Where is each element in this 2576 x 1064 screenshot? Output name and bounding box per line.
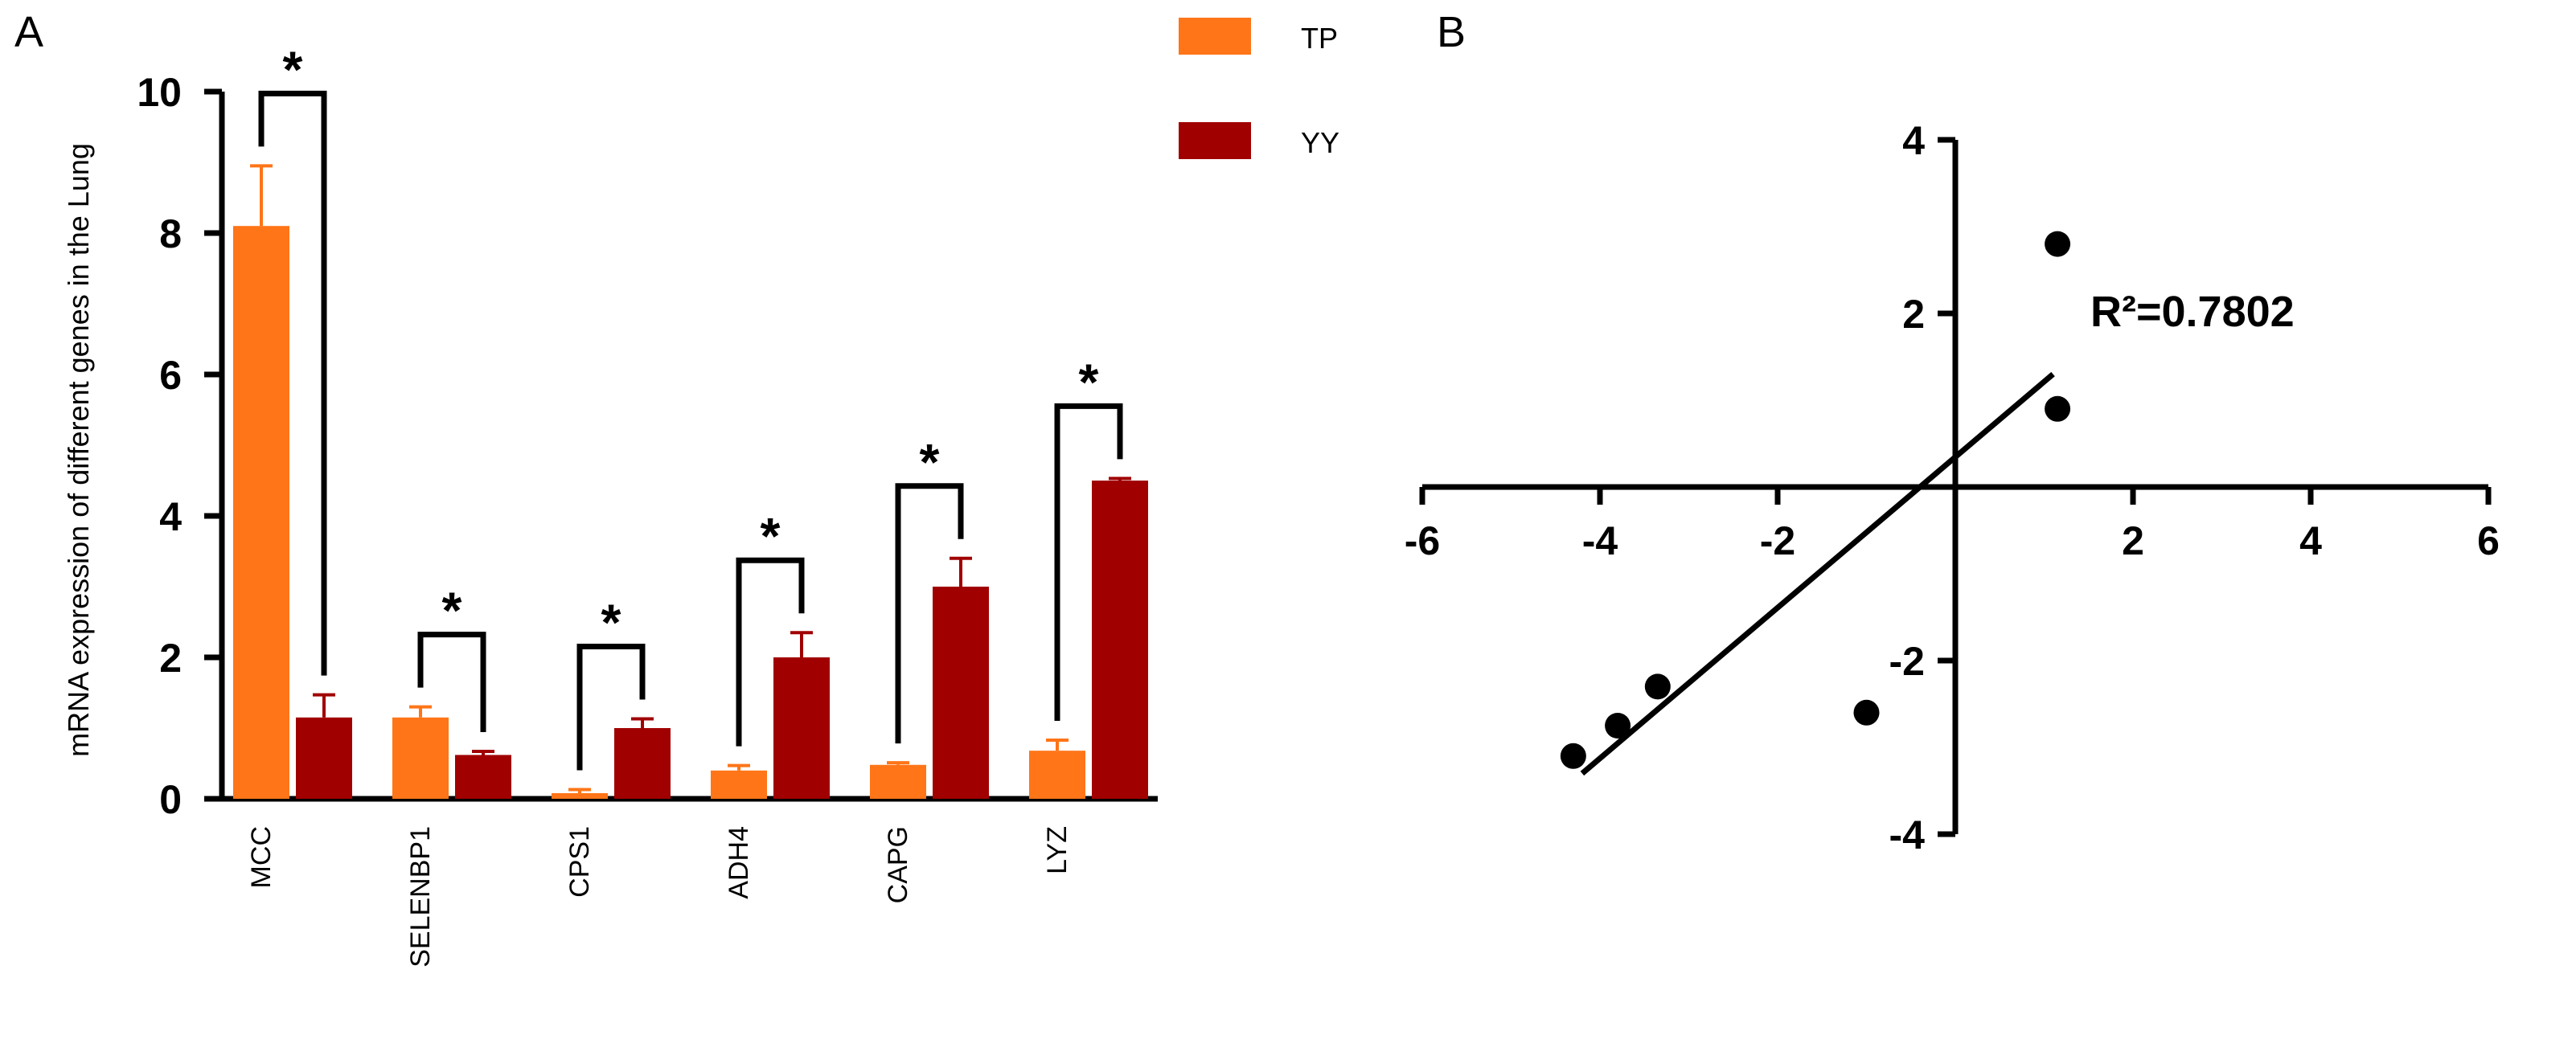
regression-line xyxy=(1580,371,2055,776)
error-bar-yy-capg xyxy=(950,556,972,587)
scatter-x-tick-label: -6 xyxy=(1405,518,1440,563)
error-bar-yy-lyz xyxy=(1109,477,1131,481)
bar-yy-lyz xyxy=(1092,481,1148,799)
bar-tp-lyz xyxy=(1029,751,1085,799)
scatter-y-tick-label: -2 xyxy=(1889,639,1925,684)
bar-yy-capg xyxy=(933,587,989,799)
scatter-point-6 xyxy=(2045,395,2071,422)
significance-bracket-capg xyxy=(895,483,964,744)
error-bar-tp-selenbp1 xyxy=(409,705,432,718)
error-bar-yy-selenbp1 xyxy=(472,750,494,755)
error-bar-tp-mcc xyxy=(250,164,273,227)
error-bar-tp-adh4 xyxy=(728,763,750,771)
bar-tp-capg xyxy=(870,764,926,799)
scatter-point-2 xyxy=(1605,713,1631,739)
error-bar-tp-lyz xyxy=(1046,738,1069,751)
scatter-y-tick-label: 2 xyxy=(1902,292,1925,337)
error-bar-tp-cps1 xyxy=(568,788,591,793)
scatter-y-tick-label: -4 xyxy=(1889,812,1926,857)
significance-star-capg: * xyxy=(920,433,940,491)
y-tick-label: 8 xyxy=(159,211,182,256)
y-tick-label: 0 xyxy=(159,777,182,822)
error-bar-tp-capg xyxy=(887,761,909,765)
y-tick-label: 10 xyxy=(137,70,182,115)
significance-bracket-selenbp1 xyxy=(417,632,486,733)
y-axis-label: mRNA expression of different genes in th… xyxy=(62,143,95,757)
legend-swatch-tp xyxy=(1179,18,1251,55)
significance-bracket-adh4 xyxy=(736,557,805,747)
category-label-cps1: CPS1 xyxy=(564,826,595,898)
significance-star-lyz: * xyxy=(1079,353,1099,411)
bar-tp-mcc xyxy=(233,226,289,799)
r-squared-annotation: R²=0.7802 xyxy=(2090,288,2295,336)
category-label-adh4: ADH4 xyxy=(724,826,754,899)
scatter-point-1 xyxy=(1560,743,1586,769)
scatter-x-tick-label: 2 xyxy=(2122,518,2144,563)
significance-star-adh4: * xyxy=(761,507,781,565)
scatter-chart: -6 -4 -2 2 4 6 4 2 -2 -4 R²=0.7802 xyxy=(1405,118,2500,857)
panel-label-b: B xyxy=(1437,8,1466,56)
category-label-mcc: MCC xyxy=(246,826,277,888)
category-label-selenbp1: SELENBP1 xyxy=(405,826,436,968)
significance-star-selenbp1: * xyxy=(442,582,462,640)
y-tick-label: 6 xyxy=(159,353,182,398)
legend: TP YY xyxy=(1179,18,1339,159)
bar-yy-mcc xyxy=(296,717,352,799)
panel-label-a: A xyxy=(14,8,43,56)
significance-brackets: * * * * * * xyxy=(258,40,1123,771)
significance-bracket-cps1 xyxy=(576,644,646,771)
scatter-y-tick-label: 4 xyxy=(1902,118,1925,163)
error-bar-yy-mcc xyxy=(313,693,335,718)
bar-yy-selenbp1 xyxy=(455,755,511,799)
scatter-x-tick-label: 6 xyxy=(2477,518,2500,563)
bar-tp-adh4 xyxy=(711,770,767,799)
bar-yy-cps1 xyxy=(614,728,671,799)
category-labels: MCC SELENBP1 CPS1 ADH4 CAPG LYZ xyxy=(246,826,1073,968)
scatter-point-5 xyxy=(2045,231,2071,257)
bar-yy-adh4 xyxy=(773,657,830,799)
legend-label-yy: YY xyxy=(1301,126,1339,159)
bar-tp-selenbp1 xyxy=(392,717,449,799)
scatter-point-3 xyxy=(1644,673,1671,700)
scatter-points xyxy=(1560,231,2071,769)
y-tick-label: 4 xyxy=(159,494,182,539)
y-tick-label: 2 xyxy=(159,636,182,681)
error-bar-yy-cps1 xyxy=(631,717,654,728)
scatter-x-tick-label: 4 xyxy=(2299,518,2322,563)
legend-label-tp: TP xyxy=(1301,22,1338,55)
category-label-capg: CAPG xyxy=(883,826,913,903)
scatter-x-tick-label: -4 xyxy=(1582,518,1618,563)
scatter-x-tick-label: -2 xyxy=(1760,518,1795,563)
error-bar-yy-adh4 xyxy=(790,631,813,657)
significance-bracket-lyz xyxy=(1054,403,1123,721)
category-label-lyz: LYZ xyxy=(1042,826,1073,874)
bar-tp-cps1 xyxy=(552,792,608,799)
scatter-ticks: -6 -4 -2 2 4 6 4 2 -2 -4 xyxy=(1405,118,2500,857)
bar-chart: mRNA expression of different genes in th… xyxy=(62,18,1339,968)
legend-swatch-yy xyxy=(1179,122,1251,159)
significance-bracket-mcc xyxy=(258,90,327,676)
y-axis-ticks: 0 2 4 6 8 10 xyxy=(137,70,222,822)
bars xyxy=(233,164,1148,799)
scatter-axes xyxy=(1422,140,2488,834)
scatter-point-4 xyxy=(1853,699,1880,726)
significance-star-mcc: * xyxy=(283,40,303,98)
significance-star-cps1: * xyxy=(601,594,621,652)
